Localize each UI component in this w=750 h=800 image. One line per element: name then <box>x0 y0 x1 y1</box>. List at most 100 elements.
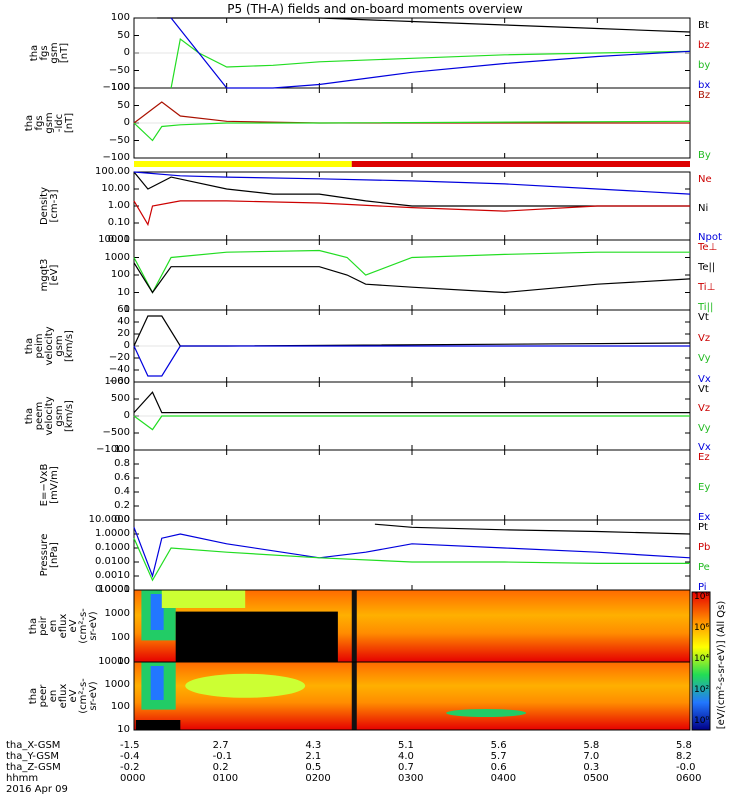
axis-column-value: 0000 <box>120 773 146 784</box>
axis-column-value: 4.0 <box>398 751 414 762</box>
ytick-label: −60 <box>108 376 130 387</box>
ytick-label: 0.0010 <box>95 570 130 581</box>
colorbar-tick-label: 10⁴ <box>694 654 710 664</box>
legend-vi-Vy: Vy <box>698 353 711 365</box>
axis-column-value: 4.3 <box>305 740 322 751</box>
ytick-label: 20 <box>117 328 130 339</box>
ytick-label: 10.0000 <box>88 514 130 525</box>
series-Vt-line <box>133 391 690 414</box>
colorbar-tick-label: 10⁰ <box>694 716 710 726</box>
ytick-label: 10000 <box>98 584 130 595</box>
spectrogram-region <box>150 594 164 630</box>
axis-column-value: 0200 <box>305 773 331 784</box>
legend-vi-Vx: Vx <box>698 374 711 385</box>
legend-vi-Vz: Vz <box>698 332 711 344</box>
ytick-label: 1000 <box>104 251 130 263</box>
ytick-label: −50 <box>108 64 130 76</box>
panel-frame-efield <box>133 449 691 521</box>
ytick-label: 0.6 <box>114 472 130 483</box>
axis-column-value: 5.8 <box>583 740 600 751</box>
legend-efield-Ex: Ex <box>698 512 711 523</box>
legend-ve-Vy: Vy <box>698 422 711 434</box>
axis-column-value: 0400 <box>490 773 517 784</box>
ytick-label: 1000 <box>104 678 130 690</box>
axis-column-value: 5.8 <box>676 740 692 751</box>
axis-column-value: 0.6 <box>490 762 507 773</box>
ytick-label: 1 <box>123 304 130 315</box>
colorbar <box>691 591 711 731</box>
legend-density-Ne: Ne <box>698 174 712 185</box>
spectrogram-el_spec <box>133 661 691 731</box>
ytick-label: 100 <box>110 269 130 280</box>
ytick-label: 0.0001 <box>95 584 130 595</box>
ytick-label: 0 <box>123 340 130 351</box>
axis-column-value: 0.5 <box>305 762 322 773</box>
series-Vt-line <box>133 315 691 347</box>
axis-row-label: tha_X-GSM <box>6 740 61 751</box>
axis-column-value: -0.4 <box>120 751 140 762</box>
ytick-label: 10 <box>117 724 130 735</box>
spectrogram-region <box>161 590 246 608</box>
legend-density-Npot: Npot <box>698 232 722 243</box>
ytick-label: 0.0100 <box>95 556 130 567</box>
series-Vx-line <box>133 345 690 377</box>
axis-column-value: 0.2 <box>212 762 229 773</box>
ytick-label: −50 <box>108 134 130 146</box>
legend-ve-Vt: Vt <box>698 384 709 395</box>
ytick-label: 10 <box>117 286 130 298</box>
colorbar-tick-label: 10⁸ <box>694 592 710 602</box>
axis-column-value: 8.2 <box>676 751 692 762</box>
axis-column-value: -0.2 <box>120 762 140 773</box>
spectrogram-ion_spec <box>133 589 691 663</box>
spectrogram-gap <box>135 720 181 730</box>
ytick-label: 1.0 <box>114 444 130 455</box>
legend-pressure-Pi: Pi <box>698 582 707 593</box>
ytick-label: 0.01 <box>107 234 130 245</box>
ytick-label: 100 <box>110 701 130 713</box>
panel-frame-pressure <box>133 519 691 591</box>
axis-column-value: 0300 <box>398 773 424 784</box>
legend-fgs2-Bz: Bz <box>698 90 711 101</box>
spectrogram-gap <box>175 611 338 662</box>
quality-bar-yellow <box>134 161 352 167</box>
spectrogram-region <box>185 673 306 698</box>
ytick-label: 0 <box>123 117 130 128</box>
series-by-line <box>170 37 691 89</box>
legend-fgs2-By: By <box>698 150 711 161</box>
ytick-label: −100 <box>102 82 130 93</box>
axis-column-value: -0.0 <box>676 762 696 773</box>
series-bx-line <box>170 17 691 89</box>
ytick-label: −500 <box>102 427 130 438</box>
series-Te-line <box>133 262 691 294</box>
ytick-label: 60 <box>117 304 130 315</box>
axis-column-value: 0600 <box>676 773 702 784</box>
quality-bar-red <box>351 161 690 167</box>
spectrogram-gap <box>351 590 357 662</box>
series-By-line <box>133 120 691 142</box>
panel-frame-temp <box>133 239 691 311</box>
legend-vi-Vt: Vt <box>698 312 709 323</box>
legend-temp-Te||: Te|| <box>698 262 716 273</box>
legend-temp-Ti⊥: Ti⊥ <box>698 282 716 293</box>
legend-temp-Te⊥: Te⊥ <box>698 242 718 253</box>
ytick-label: 50 <box>117 99 130 111</box>
chart-title: P5 (TH-A) fields and on-board moments ov… <box>227 2 523 16</box>
ytick-label: 0 <box>123 47 130 58</box>
ytick-label: −40 <box>108 364 130 375</box>
ytick-label: 10000 <box>98 234 130 245</box>
series-Ti-line <box>133 249 690 294</box>
ytick-label: 0.1000 <box>95 542 130 553</box>
spectrogram-gap <box>351 662 357 730</box>
ytick-label: 0.8 <box>114 458 130 469</box>
legend-ve-Vx: Vx <box>698 442 711 453</box>
axis-column-value: 0.7 <box>398 762 414 773</box>
ytick-label: 100.00 <box>95 166 130 177</box>
series-Pt-line <box>374 523 691 535</box>
axis-column-value: 0500 <box>583 773 609 784</box>
series-Bz-line <box>133 101 690 124</box>
legend-fgs-Bt: Bt <box>698 20 709 31</box>
axis-column-value: 5.1 <box>398 740 414 751</box>
legend-pressure-Pb: Pb <box>698 542 711 553</box>
series-Vy-line <box>133 415 690 431</box>
